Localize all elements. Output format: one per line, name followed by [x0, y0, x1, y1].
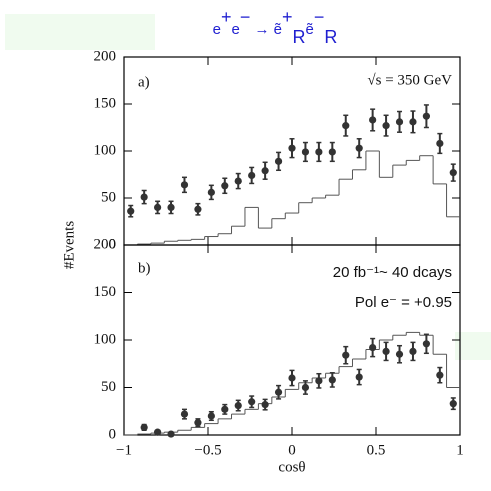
y-tick-label: 200 — [94, 48, 117, 64]
data-point — [382, 122, 390, 130]
title-part: + — [282, 7, 293, 27]
data-point — [234, 177, 242, 185]
data-point — [315, 377, 323, 385]
x-tick-label: −0.5 — [194, 442, 221, 458]
data-point — [140, 423, 148, 431]
background-blob — [455, 332, 491, 360]
panel-label: a) — [138, 74, 150, 90]
data-point — [436, 139, 444, 148]
data-point — [395, 118, 404, 126]
data-point — [328, 148, 336, 156]
y-axis-label: #Events — [61, 221, 77, 269]
data-point — [436, 371, 444, 379]
title-part: ẽ — [306, 21, 314, 38]
y-tick-label: 200 — [94, 236, 117, 252]
data-point — [274, 157, 283, 165]
data-point — [342, 351, 350, 359]
y-tick-label: 0 — [109, 426, 117, 442]
data-point — [369, 344, 377, 352]
data-point — [221, 405, 229, 413]
x-tick-label: −1 — [116, 442, 132, 458]
title-part: R — [293, 27, 306, 47]
data-point — [301, 383, 310, 392]
data-point — [355, 144, 363, 152]
data-point — [342, 122, 350, 130]
annotation: Pol e⁻ = +0.95 — [355, 294, 452, 311]
data-point — [261, 401, 269, 409]
data-point — [127, 207, 135, 215]
data-point — [355, 373, 363, 381]
y-tick-label: 0 — [109, 236, 117, 252]
y-tick-label: 50 — [101, 189, 116, 205]
data-point — [167, 203, 175, 211]
data-point — [261, 167, 269, 175]
x-tick-label: 0 — [288, 442, 296, 458]
data-point — [194, 419, 202, 427]
data-point — [221, 182, 229, 190]
data-point — [301, 148, 310, 156]
chart-title: e+e− → ẽ+Rẽ−R — [213, 7, 338, 47]
data-point — [167, 430, 175, 438]
title-part: e — [213, 21, 221, 38]
data-point — [207, 412, 215, 420]
data-point — [180, 181, 189, 189]
annotation: 20 fb⁻¹~ 40 dcays — [333, 264, 452, 281]
data-point — [140, 193, 148, 201]
title-part: + — [221, 7, 232, 27]
data-point — [395, 350, 404, 358]
annotation: √s = 350 GeV — [367, 72, 452, 88]
data-point — [449, 169, 457, 177]
y-tick-label: 100 — [94, 331, 117, 347]
data-point — [234, 401, 242, 410]
data-point — [449, 400, 457, 408]
data-point — [315, 148, 323, 156]
data-point — [154, 203, 162, 211]
title-part: − — [240, 7, 251, 27]
data-point — [248, 398, 256, 406]
data-point — [409, 347, 417, 355]
data-point — [248, 171, 256, 180]
data-point — [422, 112, 430, 120]
y-tick-label: 50 — [101, 379, 116, 395]
data-point — [207, 188, 215, 196]
title-part: R — [324, 27, 337, 47]
data-point — [154, 428, 162, 436]
data-point — [382, 347, 390, 355]
data-point — [288, 144, 296, 152]
background-blob — [5, 14, 155, 50]
x-tick-label: 0.5 — [367, 442, 386, 458]
data-point — [328, 376, 336, 384]
x-tick-label: 1 — [456, 442, 464, 458]
data-point — [422, 340, 430, 348]
panel-label: b) — [138, 260, 151, 276]
title-part: → ẽ — [250, 21, 282, 38]
y-tick-label: 150 — [94, 95, 117, 111]
x-axis-label: cosθ — [278, 459, 305, 475]
data-point — [369, 116, 377, 124]
data-point — [180, 410, 189, 418]
y-tick-label: 100 — [94, 142, 117, 158]
title-part: e — [231, 21, 239, 38]
data-point — [409, 118, 417, 126]
data-point — [194, 205, 202, 213]
data-point — [274, 388, 283, 396]
y-tick-label: 150 — [94, 284, 117, 300]
title-part: − — [314, 7, 325, 27]
data-point — [288, 374, 296, 382]
